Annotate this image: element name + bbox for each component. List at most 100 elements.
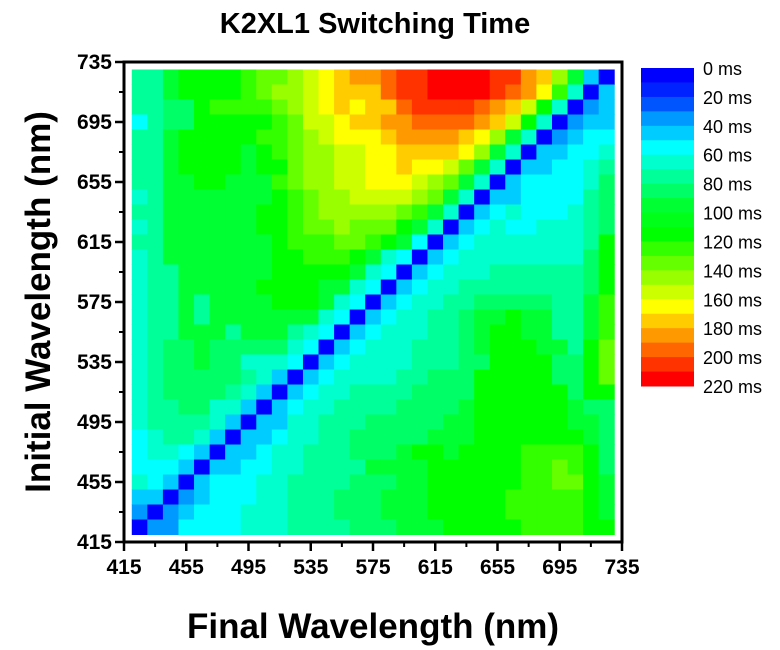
heatmap-cell — [131, 99, 148, 115]
heatmap-cell — [178, 144, 195, 160]
heatmap-cell — [411, 294, 428, 310]
heatmap-cell — [147, 129, 164, 145]
heatmap-cell — [147, 474, 164, 490]
heatmap-cell — [598, 84, 615, 100]
heatmap-cell — [551, 114, 569, 130]
heatmap-cell — [505, 99, 522, 115]
heatmap-cell — [474, 279, 491, 295]
heatmap-cell — [194, 399, 211, 415]
heatmap-cell — [443, 294, 460, 310]
heatmap-cell — [489, 519, 506, 535]
heatmap-cell — [598, 159, 615, 175]
heatmap-cell — [256, 309, 273, 325]
heatmap-cell — [551, 234, 569, 250]
heatmap-cell — [162, 519, 179, 535]
heatmap-cell — [443, 474, 460, 490]
heatmap-cell — [567, 504, 584, 520]
heatmap-cell — [240, 519, 257, 535]
heatmap-cell — [443, 459, 460, 475]
heatmap-cell — [567, 249, 584, 265]
heatmap-cell — [551, 354, 569, 370]
heatmap-cell — [474, 444, 491, 460]
heatmap-cell — [256, 189, 273, 205]
colorbar-swatch — [641, 96, 694, 112]
heatmap-cell — [209, 369, 226, 385]
heatmap-cell — [583, 264, 600, 280]
heatmap-cell — [225, 384, 242, 400]
heatmap-cell — [489, 354, 506, 370]
heatmap-cell — [365, 324, 382, 340]
heatmap-cell — [474, 84, 491, 100]
heatmap-cell — [209, 339, 226, 355]
heatmap-cell — [505, 84, 522, 100]
heatmap-cell — [427, 429, 444, 445]
heatmap-cell — [583, 519, 600, 535]
heatmap-cell — [162, 279, 179, 295]
heatmap-cell — [287, 459, 304, 475]
heatmap-cell — [551, 504, 569, 520]
heatmap-cell — [178, 504, 195, 520]
heatmap-cell — [147, 489, 164, 505]
heatmap-cell — [489, 384, 506, 400]
colorbar-label: 100 ms — [703, 204, 762, 224]
heatmap-cell — [131, 174, 148, 190]
heatmap-cell — [551, 324, 569, 340]
heatmap-cell — [302, 219, 320, 235]
heatmap-cell — [474, 429, 491, 445]
heatmap-cell — [505, 114, 522, 130]
heatmap-cell — [334, 219, 351, 235]
heatmap-cell — [411, 504, 428, 520]
heatmap-cell — [240, 414, 257, 430]
heatmap-cell — [443, 264, 460, 280]
heatmap-cell — [256, 84, 273, 100]
heatmap-cell — [302, 519, 320, 535]
heatmap-cell — [380, 84, 397, 100]
heatmap-cell — [396, 264, 413, 280]
heatmap-cell — [505, 429, 522, 445]
heatmap-cell — [349, 234, 366, 250]
heatmap-cell — [240, 204, 257, 220]
heatmap-cell — [287, 309, 304, 325]
heatmap-cell — [427, 444, 444, 460]
heatmap-cell — [349, 429, 366, 445]
heatmap-cell — [162, 354, 179, 370]
heatmap-cell — [256, 399, 273, 415]
heatmap-cell — [287, 234, 304, 250]
heatmap-cell — [256, 219, 273, 235]
heatmap-cell — [598, 519, 615, 535]
heatmap-cell — [598, 249, 615, 265]
heatmap-cell — [505, 519, 522, 535]
heatmap-cell — [334, 459, 351, 475]
heatmap-cell — [536, 414, 553, 430]
heatmap-cell — [194, 384, 211, 400]
heatmap-cell — [427, 234, 444, 250]
heatmap-cell — [536, 174, 553, 190]
heatmap-cell — [271, 339, 288, 355]
heatmap-cell — [567, 294, 584, 310]
heatmap-cell — [458, 114, 475, 130]
heatmap-cell — [225, 324, 242, 340]
heatmap-cell — [334, 144, 351, 160]
heatmap-cell — [427, 384, 444, 400]
heatmap-cell — [194, 204, 211, 220]
heatmap-cell — [287, 144, 304, 160]
heatmap-cell — [427, 189, 444, 205]
heatmap-cell — [551, 384, 569, 400]
heatmap-cell — [349, 144, 366, 160]
colorbar-label: 120 ms — [703, 232, 762, 252]
heatmap-cell — [209, 294, 226, 310]
heatmap-cell — [365, 294, 382, 310]
x-tick-label: 615 — [418, 556, 453, 579]
heatmap-cell — [162, 474, 179, 490]
heatmap-cell — [536, 384, 553, 400]
heatmap-cell — [489, 129, 506, 145]
heatmap-cell — [505, 324, 522, 340]
heatmap-cell — [194, 144, 211, 160]
heatmap-cell — [209, 384, 226, 400]
heatmap-cell — [271, 354, 288, 370]
heatmap-cell — [334, 294, 351, 310]
heatmap-cell — [131, 504, 148, 520]
heatmap-cell — [443, 384, 460, 400]
heatmap-cell — [551, 309, 569, 325]
heatmap-cell — [287, 294, 304, 310]
